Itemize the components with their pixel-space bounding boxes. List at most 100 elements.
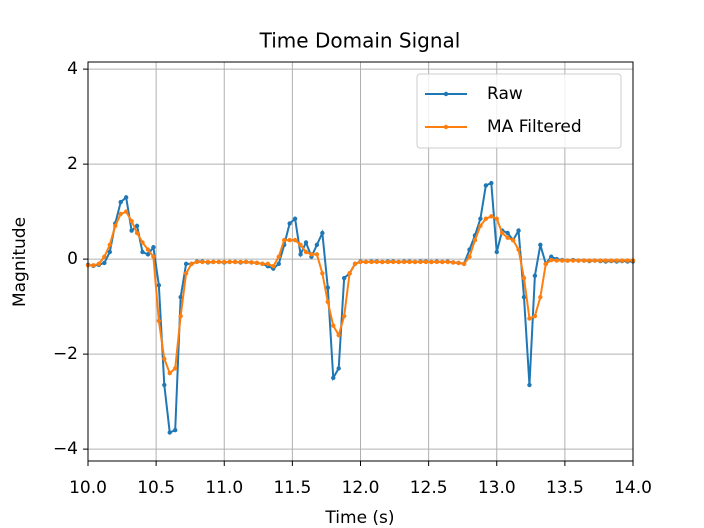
point <box>341 313 347 319</box>
point <box>592 258 598 263</box>
point <box>396 259 401 265</box>
point <box>543 261 548 267</box>
legend-label: Raw <box>487 84 523 104</box>
y-tick-label: −4 <box>53 439 78 459</box>
point <box>369 259 374 265</box>
point <box>227 259 232 265</box>
point <box>156 283 162 288</box>
x-tick-label: 13.0 <box>478 478 516 498</box>
point <box>113 223 118 229</box>
point <box>173 427 178 433</box>
point <box>412 259 418 265</box>
point <box>494 249 499 255</box>
point <box>118 211 123 217</box>
point <box>461 261 467 267</box>
point <box>292 237 298 243</box>
point <box>625 258 630 263</box>
y-tick-label: 0 <box>67 249 78 269</box>
point <box>222 259 227 265</box>
point <box>211 259 216 265</box>
point <box>320 271 325 276</box>
point <box>200 259 205 265</box>
x-tick-label: 12.0 <box>342 478 380 498</box>
point <box>314 252 320 257</box>
point <box>205 259 211 265</box>
point <box>194 259 200 265</box>
point <box>363 259 369 265</box>
point <box>292 216 298 221</box>
point <box>303 240 309 245</box>
point <box>472 237 478 243</box>
point <box>271 264 276 269</box>
point <box>614 258 619 263</box>
point <box>183 271 189 276</box>
point <box>570 258 576 263</box>
point <box>140 249 145 255</box>
point <box>352 261 358 267</box>
y-tick-label: 2 <box>67 154 78 174</box>
point <box>456 260 461 266</box>
point <box>341 275 347 281</box>
point <box>576 258 581 263</box>
point <box>238 259 243 265</box>
point <box>505 235 510 240</box>
point <box>565 258 570 263</box>
point <box>102 254 107 259</box>
point <box>216 259 221 265</box>
point <box>91 263 96 268</box>
point <box>581 258 587 263</box>
point <box>145 247 151 252</box>
point <box>391 259 396 265</box>
point <box>374 259 380 265</box>
legend-box <box>416 73 622 149</box>
x-tick-label: 11.0 <box>205 478 243 498</box>
point <box>249 260 254 265</box>
point <box>102 260 107 266</box>
point <box>303 249 309 255</box>
point <box>151 254 156 259</box>
x-tick-label: 11.5 <box>273 478 311 498</box>
y-axis-label: Magnitude <box>10 217 30 307</box>
point <box>516 228 521 233</box>
point <box>619 258 625 263</box>
point <box>129 218 134 224</box>
point <box>358 259 363 265</box>
point <box>118 199 123 205</box>
point <box>314 242 320 248</box>
point <box>287 237 292 243</box>
point <box>282 237 287 243</box>
point <box>107 249 113 255</box>
point <box>173 366 178 371</box>
point <box>325 285 330 290</box>
x-tick-label: 12.5 <box>410 478 448 498</box>
point <box>265 261 271 267</box>
point <box>380 259 385 265</box>
point <box>418 259 423 265</box>
point <box>134 223 140 229</box>
point <box>521 275 527 281</box>
point <box>123 209 129 214</box>
series <box>85 209 636 376</box>
point <box>320 230 325 236</box>
point <box>434 259 439 265</box>
point <box>129 228 134 233</box>
legend-marker <box>443 124 449 130</box>
point <box>527 382 532 388</box>
y-tick-label: 4 <box>67 59 78 79</box>
point <box>516 247 521 252</box>
point <box>243 259 249 265</box>
point <box>603 258 608 263</box>
point <box>260 261 265 267</box>
point <box>483 183 489 188</box>
point <box>554 258 559 263</box>
point <box>232 259 238 265</box>
point <box>107 242 113 248</box>
point <box>189 261 194 267</box>
point <box>331 323 336 328</box>
point <box>489 180 494 186</box>
point <box>276 254 281 259</box>
point <box>162 356 167 362</box>
legend: Raw MA Filtered <box>416 73 622 149</box>
point <box>423 259 429 265</box>
